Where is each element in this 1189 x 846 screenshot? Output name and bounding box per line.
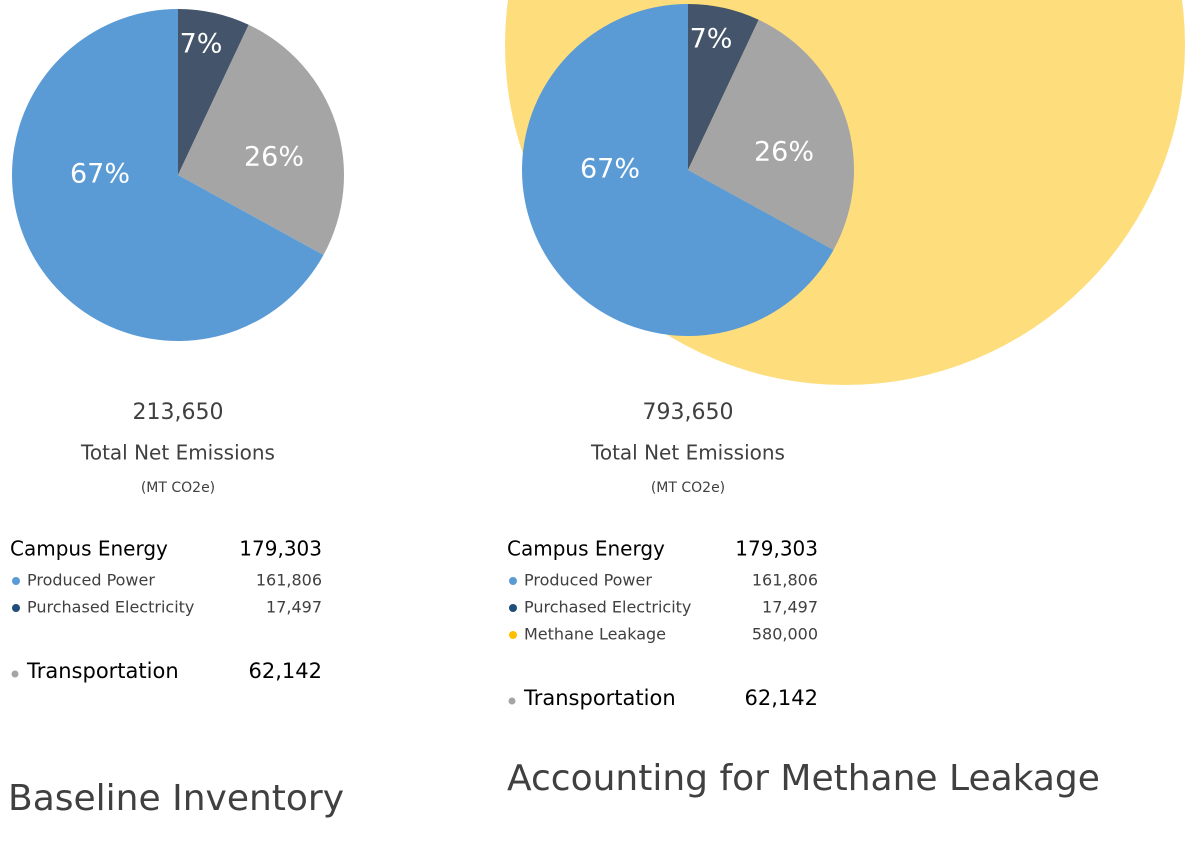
legend-item-value: 161,806 <box>752 571 818 590</box>
legend-dot <box>11 670 19 678</box>
total-value: 793,650 <box>643 400 734 425</box>
total-value: 213,650 <box>133 400 224 425</box>
slide-title: Baseline Inventory <box>8 778 344 819</box>
legend-item: Methane Leakage <box>524 625 666 644</box>
slice-label: 7% <box>180 29 223 60</box>
legend-group-value: 179,303 <box>239 537 322 561</box>
slice-label: 26% <box>244 142 304 173</box>
pie-slice <box>12 9 324 341</box>
pie-slice <box>688 19 854 250</box>
legend-other-value: 62,142 <box>745 686 818 710</box>
legend-item: Produced Power <box>27 571 155 590</box>
total-label: Total Net Emissions <box>80 441 275 465</box>
legend-dot <box>509 604 517 612</box>
legend-other-value: 62,142 <box>249 659 322 683</box>
pie-slice <box>178 24 344 255</box>
legend-other: Transportation <box>523 686 676 710</box>
pie-slice <box>688 4 759 170</box>
slide-title: Accounting for Methane Leakage <box>507 758 1100 799</box>
slice-label: 67% <box>70 159 130 190</box>
legend-group-value: 179,303 <box>735 537 818 561</box>
legend-dot <box>12 577 20 585</box>
pie-slice <box>521 4 834 336</box>
legend-item: Purchased Electricity <box>27 598 194 617</box>
legend-item-value: 161,806 <box>256 571 322 590</box>
legend-item-value: 17,497 <box>762 598 818 617</box>
legend-dot <box>509 631 517 639</box>
legend-item-value: 17,497 <box>266 598 322 617</box>
slice-label: 7% <box>690 24 733 55</box>
legend-dot <box>508 697 516 705</box>
units: (MT CO2e) <box>651 480 725 496</box>
legend-item: Purchased Electricity <box>524 598 691 617</box>
total-label: Total Net Emissions <box>590 441 785 465</box>
legend-item: Produced Power <box>524 571 652 590</box>
legend-item-value: 580,000 <box>752 625 818 644</box>
slice-label: 26% <box>754 137 814 168</box>
legend-group: Campus Energy <box>507 537 665 561</box>
legend-group: Campus Energy <box>10 537 168 561</box>
slice-label: 67% <box>580 154 640 185</box>
legend-dot <box>509 577 517 585</box>
legend-other: Transportation <box>26 659 179 683</box>
pie-slice <box>178 9 249 175</box>
units: (MT CO2e) <box>141 480 215 496</box>
legend-dot <box>12 604 20 612</box>
